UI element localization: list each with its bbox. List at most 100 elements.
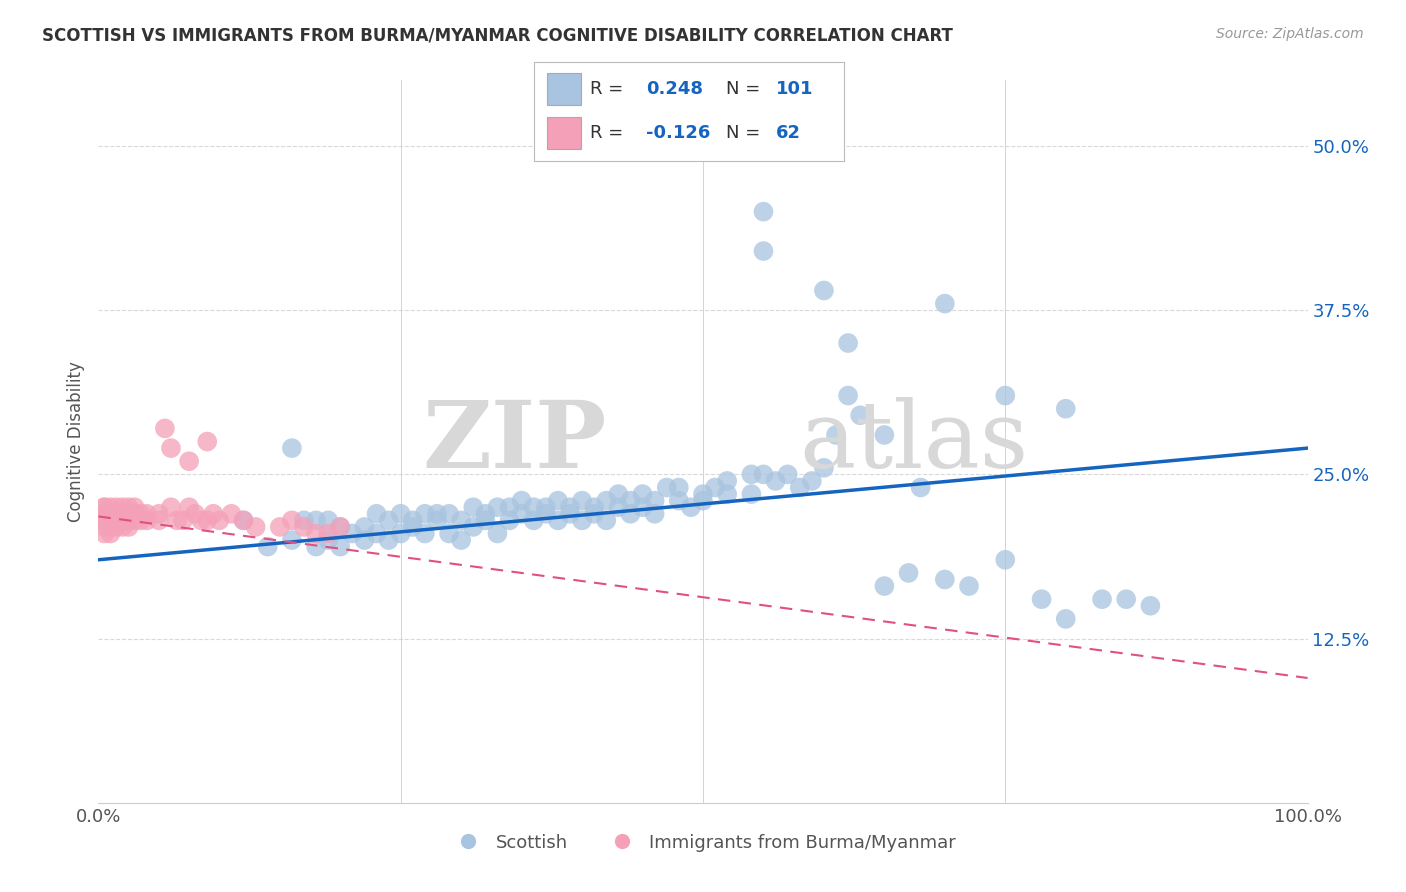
Point (619, 507, 641, 521)
Point (523, 513, 546, 527)
Point (184, 507, 207, 521)
Text: R =: R = (591, 124, 628, 142)
Point (474, 513, 496, 527)
Point (873, 428, 896, 442)
Point (111, 507, 134, 521)
Point (179, 454, 201, 468)
Point (800, 474, 823, 488)
Point (426, 507, 449, 521)
Point (474, 507, 496, 521)
Point (752, 467, 775, 482)
Point (668, 481, 690, 495)
Point (292, 520, 315, 534)
Point (153, 421, 176, 435)
Point (631, 487, 654, 501)
Point (607, 487, 630, 501)
Point (93, 526, 115, 541)
Point (934, 296, 956, 310)
Point (342, 526, 364, 541)
Text: ZIP: ZIP (422, 397, 606, 486)
Point (607, 500, 630, 515)
Point (93, 507, 115, 521)
Point (437, 526, 460, 541)
Point (93, 500, 115, 515)
Point (172, 513, 194, 527)
Point (160, 441, 183, 455)
Point (389, 526, 412, 541)
Point (837, 336, 859, 351)
Text: N =: N = (725, 80, 766, 98)
Point (813, 284, 835, 298)
Point (100, 507, 122, 521)
Point (232, 513, 254, 527)
Point (256, 540, 278, 554)
Point (571, 493, 593, 508)
Point (281, 513, 304, 527)
Point (269, 520, 291, 534)
Point (486, 526, 509, 541)
Point (426, 513, 449, 527)
Text: SCOTTISH VS IMMIGRANTS FROM BURMA/MYANMAR COGNITIVE DISABILITY CORRELATION CHART: SCOTTISH VS IMMIGRANTS FROM BURMA/MYANMA… (42, 27, 953, 45)
Point (245, 520, 267, 534)
Point (402, 520, 425, 534)
Point (910, 481, 932, 495)
Point (316, 513, 339, 527)
Point (389, 507, 412, 521)
Point (221, 507, 243, 521)
Point (100, 513, 122, 527)
Point (111, 500, 134, 515)
Point (402, 513, 425, 527)
Point (281, 441, 304, 455)
Point (765, 474, 787, 488)
Text: -0.126: -0.126 (645, 124, 710, 142)
Point (957, 579, 980, 593)
Point (1054, 401, 1077, 416)
Point (776, 467, 799, 482)
Point (1115, 592, 1137, 607)
Point (100, 520, 122, 534)
Point (547, 513, 569, 527)
Text: 0.248: 0.248 (645, 80, 703, 98)
Point (148, 507, 170, 521)
Point (124, 507, 146, 521)
Point (93, 507, 115, 521)
Point (655, 481, 678, 495)
Point (873, 579, 896, 593)
Point (129, 507, 152, 521)
Point (571, 513, 593, 527)
Point (111, 520, 134, 534)
Point (716, 487, 738, 501)
Point (631, 500, 654, 515)
Text: Source: ZipAtlas.com: Source: ZipAtlas.com (1216, 27, 1364, 41)
Point (752, 244, 775, 258)
Point (789, 481, 811, 495)
Point (135, 513, 157, 527)
Point (583, 507, 606, 521)
Point (994, 388, 1017, 402)
Point (558, 500, 581, 515)
Point (190, 513, 212, 527)
Point (692, 493, 714, 508)
Point (752, 204, 775, 219)
Point (583, 500, 606, 515)
Point (100, 500, 122, 515)
Point (105, 513, 128, 527)
Point (316, 533, 339, 547)
Point (716, 474, 738, 488)
Point (118, 513, 141, 527)
Point (179, 500, 201, 515)
Text: atlas: atlas (800, 397, 1029, 486)
Point (100, 526, 122, 541)
Point (377, 533, 399, 547)
Point (463, 520, 485, 534)
Point (704, 481, 727, 495)
Point (534, 500, 557, 515)
Point (510, 493, 533, 508)
Point (668, 493, 690, 508)
Point (160, 500, 183, 515)
Point (329, 520, 352, 534)
Point (329, 540, 352, 554)
Point (1091, 592, 1114, 607)
Point (100, 513, 122, 527)
Point (105, 520, 128, 534)
